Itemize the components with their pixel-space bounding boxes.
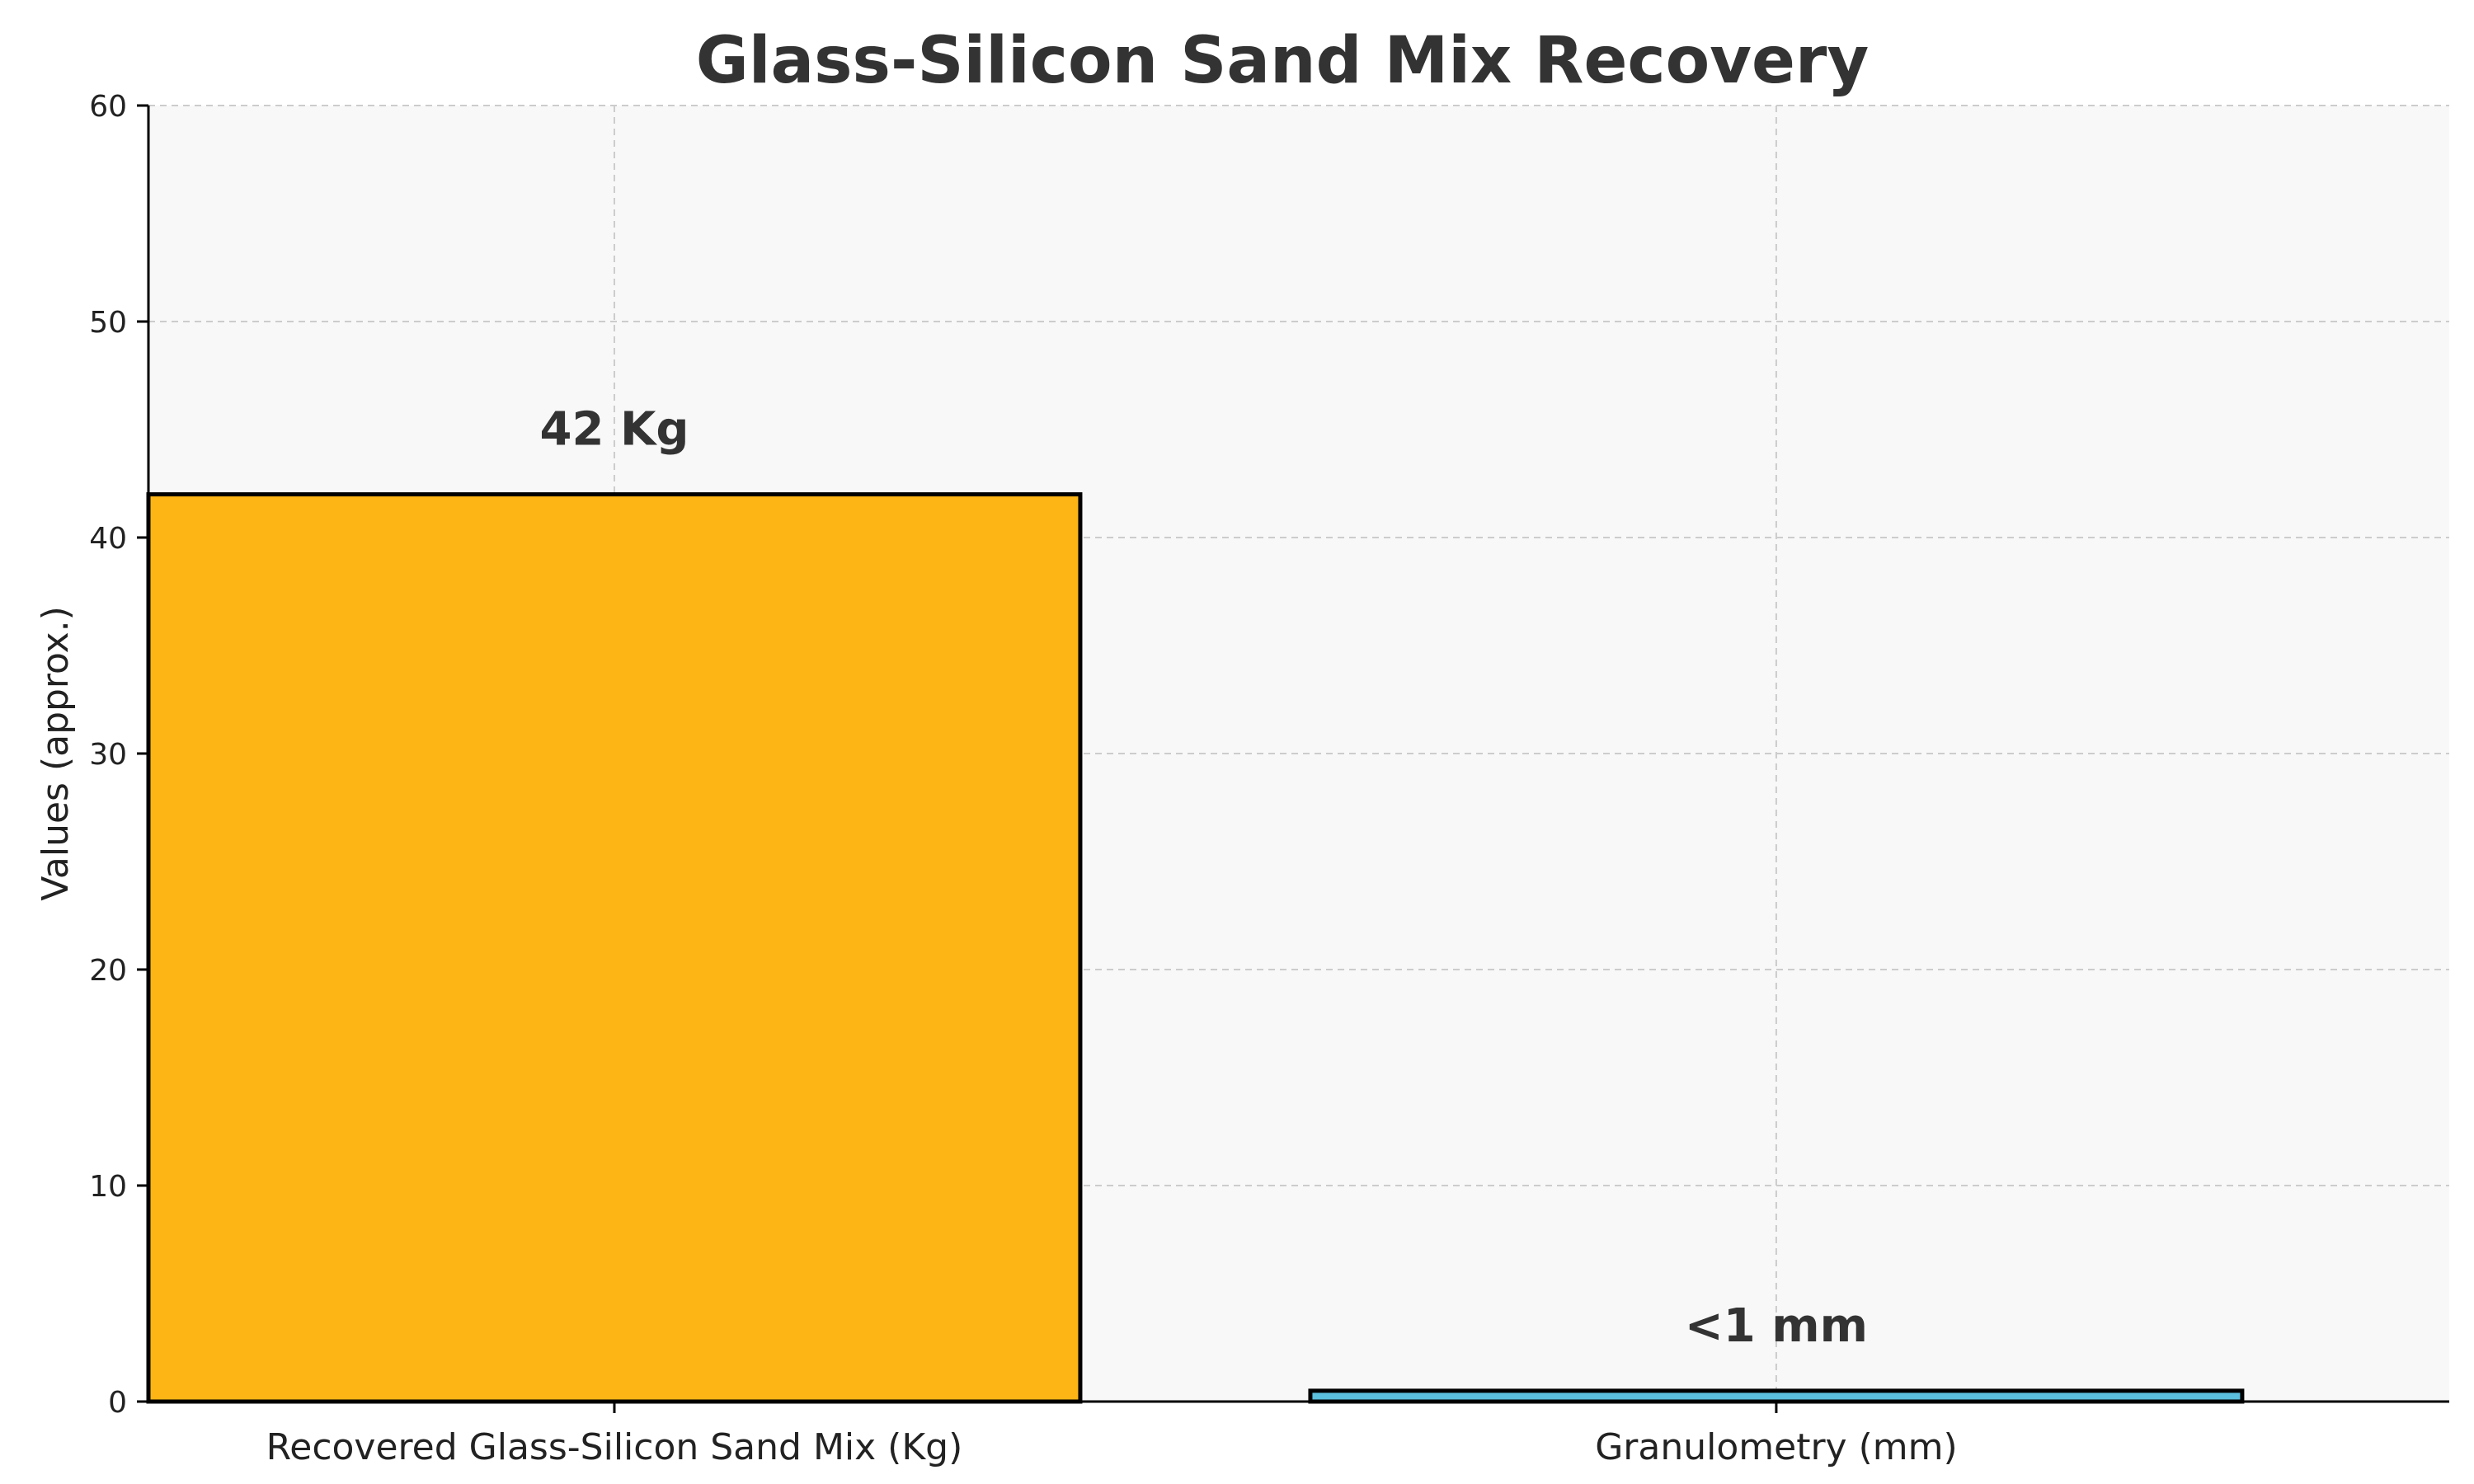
x-category-labels: Recovered Glass-Silicon Sand Mix (Kg) Gra…: [266, 1402, 1958, 1468]
bar-0: [146, 492, 1083, 1404]
y-tick-label: 10: [89, 1170, 127, 1204]
y-tick-label: 0: [108, 1386, 127, 1420]
y-tick-label: 40: [89, 522, 127, 556]
bars: [146, 492, 2245, 1404]
data-labels: 42 Kg <1 mm: [540, 403, 1868, 1353]
bar-1: [1308, 1388, 2245, 1404]
x-category-label: Recovered Glass-Silicon Sand Mix (Kg): [266, 1426, 963, 1468]
y-tick-label: 20: [89, 954, 127, 988]
y-tick-label: 60: [89, 90, 127, 124]
data-label: <1 mm: [1685, 1299, 1868, 1353]
y-tick-label: 30: [89, 738, 127, 772]
x-category-label: Granulometry (mm): [1595, 1426, 1957, 1468]
y-axis-label: Values (approx.): [35, 606, 77, 901]
data-label: 42 Kg: [540, 403, 689, 457]
y-tick-label: 50: [89, 306, 127, 340]
chart-title: Glass-Silicon Sand Mix Recovery: [696, 24, 1870, 98]
y-tick-labels: 0 10 20 30 40 50 60: [89, 90, 148, 1420]
